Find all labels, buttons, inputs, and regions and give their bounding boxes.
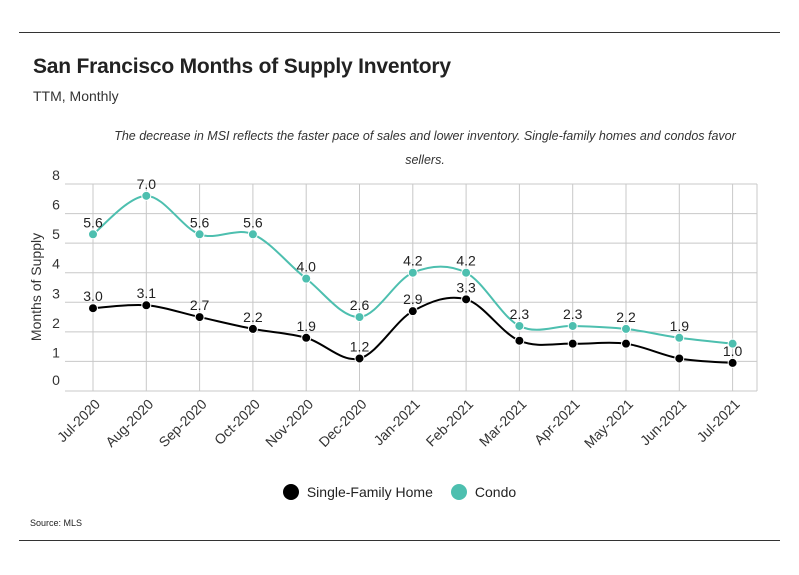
- point-single-family-home: [354, 353, 365, 364]
- point-condo: [567, 320, 578, 331]
- data-label-single-family-home: 2.2: [243, 309, 263, 325]
- data-label-condo: 2.6: [350, 297, 370, 313]
- x-tick-label: Aug-2020: [102, 396, 156, 450]
- point-single-family-home: [194, 312, 205, 323]
- legend-label-condo: Condo: [474, 484, 517, 500]
- data-label-condo: 4.0: [296, 259, 316, 275]
- data-labels: 3.0 3.1 2.7 2.2 1.9 1.2 2.9 3.3 1.0 5.6 7.0 5.6 5.6 4…: [83, 176, 742, 359]
- data-label-condo: 4.2: [456, 253, 476, 269]
- data-label-single-family-home: 1.2: [350, 338, 370, 354]
- point-single-family-home: [727, 357, 738, 368]
- y-tick-label: 4: [52, 256, 60, 272]
- y-tick-label: 0: [52, 372, 60, 388]
- x-tick-label: Oct-2020: [211, 396, 263, 448]
- chart-title: San Francisco Months of Supply Inventory: [33, 55, 451, 78]
- point-single-family-home: [301, 332, 312, 343]
- legend-label-single-family: Single-Family Home: [306, 484, 433, 500]
- y-tick-label: 1: [52, 344, 60, 360]
- series-points: [88, 190, 738, 368]
- x-axis-ticks: Jul-2020 Aug-2020 Sep-2020 Oct-2020 Nov-2020…: [54, 396, 743, 451]
- source-note: Source: MLS: [30, 518, 83, 528]
- y-tick-label: 5: [52, 226, 60, 242]
- data-label-single-family-home: 3.3: [456, 279, 476, 295]
- point-single-family-home: [621, 338, 631, 349]
- point-single-family-home: [141, 300, 152, 311]
- data-label-condo: 2.3: [563, 306, 583, 322]
- point-single-family-home: [461, 294, 472, 305]
- data-label-condo: 2.3: [510, 306, 530, 322]
- x-tick-label: Dec-2020: [315, 396, 369, 450]
- chart-annotation: The decrease in MSI reflects the faster …: [114, 129, 736, 167]
- data-label-single-family-home: 1.0: [723, 343, 743, 359]
- point-condo: [461, 267, 472, 278]
- legend-swatch-condo: [450, 484, 467, 500]
- data-label-single-family-home: 3.1: [137, 285, 157, 301]
- grid: [65, 183, 758, 392]
- legend: Single-Family Home Condo: [0, 484, 799, 500]
- point-condo: [514, 320, 525, 331]
- data-label-condo: 7.0: [137, 176, 157, 192]
- x-tick-label: Nov-2020: [262, 396, 316, 450]
- legend-swatch-single-family: [282, 484, 299, 500]
- point-condo: [88, 229, 98, 240]
- data-label-condo: 1.9: [670, 318, 690, 334]
- x-tick-label: Jul-2021: [693, 396, 742, 445]
- y-tick-label: 2: [52, 315, 60, 331]
- point-condo: [407, 267, 418, 278]
- data-label-condo: 5.6: [83, 214, 103, 230]
- y-axis-label: Months of Supply: [28, 233, 44, 341]
- x-tick-label: Sep-2020: [155, 396, 209, 450]
- data-label-condo: 5.6: [243, 214, 263, 230]
- y-tick-label: 3: [52, 285, 60, 301]
- point-condo: [621, 323, 631, 334]
- point-condo: [194, 229, 205, 240]
- x-tick-label: Jan-2021: [370, 396, 423, 449]
- point-condo: [674, 332, 685, 343]
- point-condo: [354, 312, 365, 323]
- data-label-condo: 2.2: [616, 309, 636, 325]
- data-label-single-family-home: 3.0: [83, 288, 103, 304]
- y-tick-label: 6: [52, 197, 60, 213]
- bottom-rule: [19, 540, 780, 541]
- y-tick-label: 8: [52, 167, 60, 183]
- data-label-condo: 5.6: [190, 214, 210, 230]
- data-label-single-family-home: 2.7: [190, 297, 210, 313]
- point-single-family-home: [514, 335, 525, 346]
- data-label-single-family-home: 1.9: [296, 318, 316, 334]
- x-tick-label: Apr-2021: [531, 396, 583, 448]
- x-tick-label: Feb-2021: [423, 396, 477, 450]
- x-tick-label: May-2021: [581, 396, 636, 451]
- legend-item-single-family: Single-Family Home: [282, 484, 433, 500]
- x-tick-label: Jul-2020: [54, 396, 103, 445]
- point-condo: [727, 338, 738, 349]
- y-axis-ticks: 0 1 2 3 4 5 6 8: [52, 167, 60, 388]
- chart-subtitle: TTM, Monthly: [33, 88, 119, 104]
- point-single-family-home: [407, 306, 418, 317]
- top-rule: [19, 32, 780, 33]
- point-condo: [247, 229, 258, 240]
- point-condo: [301, 273, 312, 284]
- data-label-condo: 4.2: [403, 253, 423, 269]
- point-single-family-home: [247, 323, 258, 334]
- legend-item-condo: Condo: [450, 484, 517, 500]
- point-single-family-home: [567, 338, 578, 349]
- x-tick-label: Jun-2021: [637, 396, 690, 449]
- point-single-family-home: [88, 303, 98, 314]
- point-condo: [141, 190, 152, 201]
- data-label-single-family-home: 2.9: [403, 291, 423, 307]
- x-tick-label: Mar-2021: [476, 396, 530, 450]
- point-single-family-home: [674, 353, 685, 364]
